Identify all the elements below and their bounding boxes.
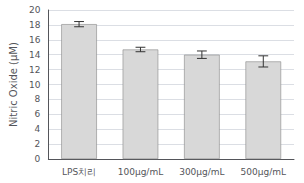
svg-text:4: 4	[35, 124, 41, 134]
svg-text:0: 0	[35, 154, 41, 164]
svg-text:Nitric Oxide (μM): Nitric Oxide (μM)	[8, 42, 19, 127]
svg-text:14: 14	[29, 50, 41, 60]
svg-text:LPS치리: LPS치리	[62, 167, 96, 177]
svg-text:12: 12	[29, 65, 40, 75]
svg-text:8: 8	[35, 94, 41, 104]
svg-text:500μg/mL: 500μg/mL	[241, 167, 286, 177]
svg-text:300μg/mL: 300μg/mL	[179, 167, 224, 177]
svg-text:100μg/mL: 100μg/mL	[118, 167, 163, 177]
svg-text:20: 20	[29, 5, 41, 15]
svg-text:6: 6	[35, 109, 41, 119]
svg-text:10: 10	[29, 80, 41, 90]
svg-text:2: 2	[35, 139, 41, 149]
svg-text:18: 18	[29, 20, 41, 30]
svg-text:16: 16	[29, 35, 41, 45]
